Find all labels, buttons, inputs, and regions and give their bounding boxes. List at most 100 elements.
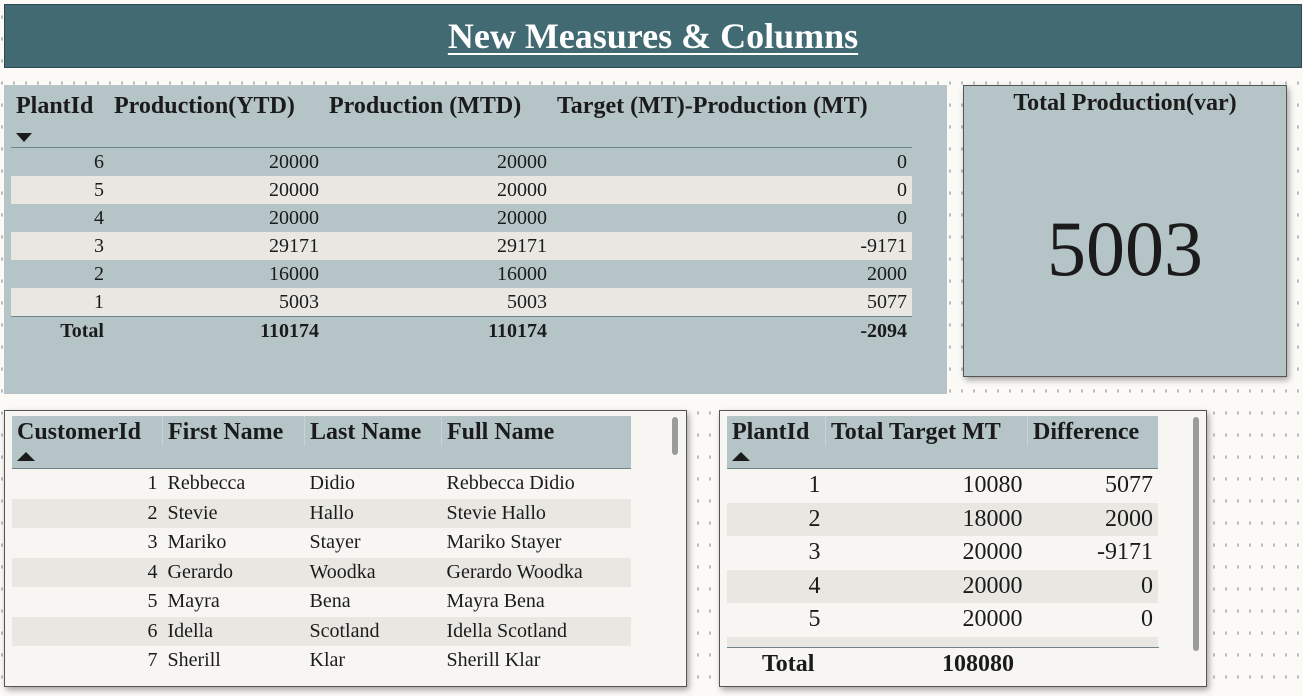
column-header-plantid[interactable]: PlantId <box>16 93 94 119</box>
page-title: New Measures & Columns <box>447 16 859 56</box>
table-row: 5 Mayra Bena Mayra Bena <box>12 587 631 617</box>
cell-total-target-mt: 18000 <box>825 502 1028 536</box>
cell-target-minus-production: 0 <box>552 176 912 204</box>
cell-plantid: 6 <box>94 150 104 173</box>
cell-plantid: 2 <box>94 262 104 285</box>
table-row: 7 Sherill Klar Sherill Klar <box>12 646 631 676</box>
total-row: Total 108080 <box>727 647 1159 682</box>
cell-customerid: 3 <box>147 531 158 554</box>
column-header-production-mtd[interactable]: Production (MTD) <box>329 93 522 119</box>
cell-plantid: 5 <box>11 176 109 204</box>
customer-table-visual[interactable]: CustomerId First Name Last Name Full Nam… <box>4 410 687 687</box>
cell-full-name: Stevie Hallo <box>441 498 631 528</box>
cell-difference: 5077 <box>1105 472 1153 499</box>
total-production-card[interactable]: Total Production(var) 5003 <box>963 85 1287 377</box>
cell-customerid: 1 <box>147 472 158 495</box>
total-label: Total <box>762 651 815 677</box>
column-header-difference[interactable]: Difference <box>1027 416 1158 446</box>
cell-last-name: Hallo <box>304 498 442 528</box>
target-table-visual[interactable]: PlantId Total Target MT Difference 1 100… <box>719 410 1207 687</box>
cell-last-name: Woodka <box>304 557 442 587</box>
cell-customerid: 5 <box>147 590 158 613</box>
cell-first-name: Mariko <box>167 531 227 554</box>
total-target-minus-production: -2094 <box>552 316 912 345</box>
production-table-visual[interactable]: PlantId Production(YTD) Production (MTD)… <box>4 85 947 394</box>
table-row: 1 Rebbecca Didio Rebbecca Didio <box>12 469 631 499</box>
table-row: 4 20000 0 <box>727 569 1158 603</box>
cell-full-name: Mayra Bena <box>446 590 545 613</box>
target-table: PlantId Total Target MT Difference 1 100… <box>727 416 1158 670</box>
sort-descending-icon[interactable] <box>16 133 32 142</box>
vertical-scrollbar[interactable] <box>1193 417 1199 651</box>
cell-target-minus-production: 0 <box>897 206 907 229</box>
table-row: 5 20000 20000 0 <box>11 176 912 204</box>
cell-first-name: Rebbecca <box>167 472 246 495</box>
cell-target-minus-production: 2000 <box>867 262 907 285</box>
table-row: 2 18000 2000 <box>727 502 1158 536</box>
column-header-total-target-mt[interactable]: Total Target MT <box>825 416 1028 446</box>
cell-full-name: Gerardo Woodka <box>441 557 631 587</box>
table-row: 6 20000 20000 0 <box>11 148 912 177</box>
column-header-target-minus-production[interactable]: Target (MT)-Production (MT) <box>557 93 868 119</box>
cell-plantid: 3 <box>808 539 821 566</box>
cell-production-ytd: 29171 <box>109 232 324 260</box>
cell-last-name: Scotland <box>304 616 442 646</box>
cell-total-target-mt: 20000 <box>962 606 1023 633</box>
cell-plantid: 5 <box>808 606 821 633</box>
cell-production-mtd: 5003 <box>324 288 552 317</box>
card-value: 5003 <box>1047 205 1203 292</box>
total-production-ytd: 110174 <box>109 316 324 345</box>
table-row: 3 Mariko Stayer Mariko Stayer <box>12 528 631 558</box>
table-row: 4 20000 20000 0 <box>11 204 912 232</box>
cell-production-mtd: 20000 <box>497 206 547 229</box>
table-row: 1 10080 5077 <box>727 469 1158 503</box>
cell-production-mtd: 20000 <box>324 176 552 204</box>
cell-difference: -9171 <box>1097 539 1153 566</box>
cell-production-mtd: 20000 <box>497 150 547 173</box>
cell-difference: 0 <box>1027 569 1158 603</box>
column-header-customerid[interactable]: CustomerId <box>12 416 163 446</box>
card-title: Total Production(var) <box>1013 90 1237 116</box>
total-row: Total 110174 110174 -2094 <box>11 316 912 345</box>
cell-target-minus-production: -9171 <box>552 232 912 260</box>
column-header-last-name[interactable]: Last Name <box>304 416 442 446</box>
cell-first-name: Sherill <box>167 649 221 672</box>
cell-difference: 2000 <box>1027 502 1158 536</box>
total-label: Total <box>11 316 109 345</box>
column-header-production-ytd[interactable]: Production(YTD) <box>114 93 295 119</box>
cell-customerid: 2 <box>12 498 163 528</box>
cell-total-target-mt: 10080 <box>962 472 1023 499</box>
cell-customerid: 4 <box>12 557 163 587</box>
sort-ascending-icon[interactable] <box>732 452 750 461</box>
column-header-plantid[interactable]: PlantId <box>727 416 826 446</box>
vertical-scrollbar[interactable] <box>672 417 678 455</box>
page-header: New Measures & Columns <box>4 4 1302 68</box>
cell-plantid: 3 <box>11 232 109 260</box>
cell-plantid: 2 <box>727 502 826 536</box>
total-target-mt: 108080 <box>942 651 1014 677</box>
cell-plantid: 4 <box>727 569 826 603</box>
column-header-full-name[interactable]: Full Name <box>441 416 631 446</box>
cell-target-minus-production: 5077 <box>552 288 912 317</box>
cell-production-ytd: 20000 <box>269 206 319 229</box>
cell-production-mtd: 16000 <box>497 262 547 285</box>
sort-ascending-icon[interactable] <box>17 452 35 461</box>
cell-full-name: Sherill Klar <box>446 649 541 672</box>
cell-total-target-mt: 20000 <box>962 539 1023 566</box>
cell-last-name: Klar <box>309 649 346 672</box>
cell-plantid: 4 <box>94 206 104 229</box>
cell-production-ytd: 20000 <box>109 176 324 204</box>
table-row: 5 20000 0 <box>727 603 1158 637</box>
cell-target-minus-production: 0 <box>897 150 907 173</box>
cell-customerid: 7 <box>147 649 158 672</box>
cell-production-ytd: 20000 <box>269 150 319 173</box>
customer-table: CustomerId First Name Last Name Full Nam… <box>12 416 631 676</box>
column-header-first-name[interactable]: First Name <box>162 416 305 446</box>
cell-full-name: Idella Scotland <box>441 616 631 646</box>
cell-production-ytd: 5003 <box>109 288 324 317</box>
table-row: 3 29171 29171 -9171 <box>11 232 912 260</box>
cell-customerid: 6 <box>12 616 163 646</box>
cell-plantid: 1 <box>808 472 821 499</box>
cell-production-ytd: 16000 <box>269 262 319 285</box>
cell-total-target-mt: 20000 <box>825 569 1028 603</box>
